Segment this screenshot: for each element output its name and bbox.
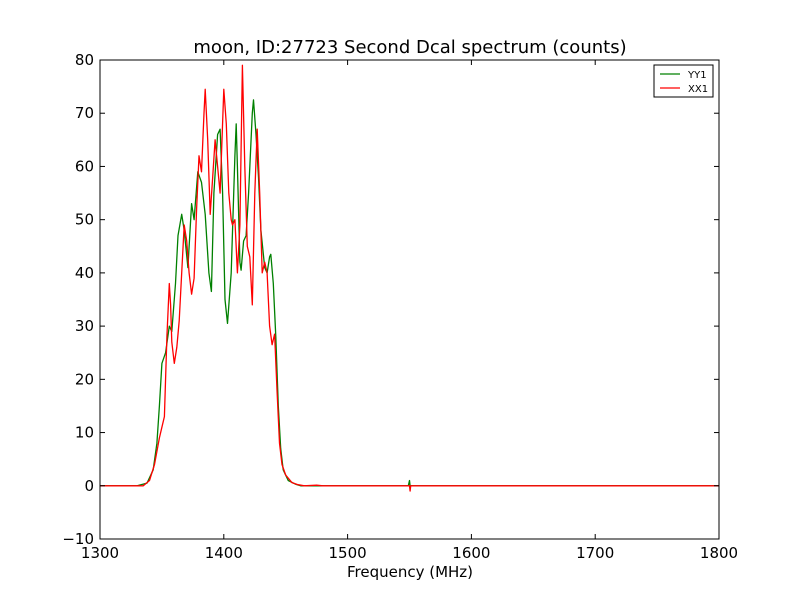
y-tick-label: 40 <box>75 264 94 282</box>
series-group <box>100 64 719 492</box>
y-tick-label: 80 <box>75 51 94 69</box>
legend-label-yy1: YY1 <box>687 70 707 81</box>
x-tick-label: 1800 <box>700 544 738 562</box>
plot-frame <box>99 59 720 540</box>
x-tick-label: 1300 <box>81 544 119 562</box>
y-tick-label: 70 <box>75 104 94 122</box>
x-tick-label: 1500 <box>329 544 367 562</box>
y-tick-label: 30 <box>75 317 94 335</box>
x-tick-label: 1400 <box>205 544 243 562</box>
y-tick-label: 20 <box>75 370 94 388</box>
x-tick-label: 1600 <box>452 544 490 562</box>
y-tick-label: −10 <box>62 530 94 548</box>
x-tick-label: 1700 <box>576 544 614 562</box>
legend-label-xx1: XX1 <box>688 84 708 95</box>
legend-box <box>653 64 714 98</box>
chart-title: moon, ID:27723 Second Dcal spectrum (cou… <box>193 37 626 58</box>
y-tick-label: 50 <box>75 211 94 229</box>
legend: YY1 XX1 <box>653 64 714 98</box>
ticks-group: 1300 1400 1500 1600 1700 1800 −10 0 10 20 30 40 50 60… <box>62 51 738 562</box>
series-line-yy1 <box>100 99 719 487</box>
series-line-xx1 <box>100 64 719 492</box>
y-tick-label: 0 <box>84 477 94 495</box>
y-tick-label: 10 <box>75 424 94 442</box>
y-tick-label: 60 <box>75 157 94 175</box>
x-axis-label: Frequency (MHz) <box>347 563 473 581</box>
